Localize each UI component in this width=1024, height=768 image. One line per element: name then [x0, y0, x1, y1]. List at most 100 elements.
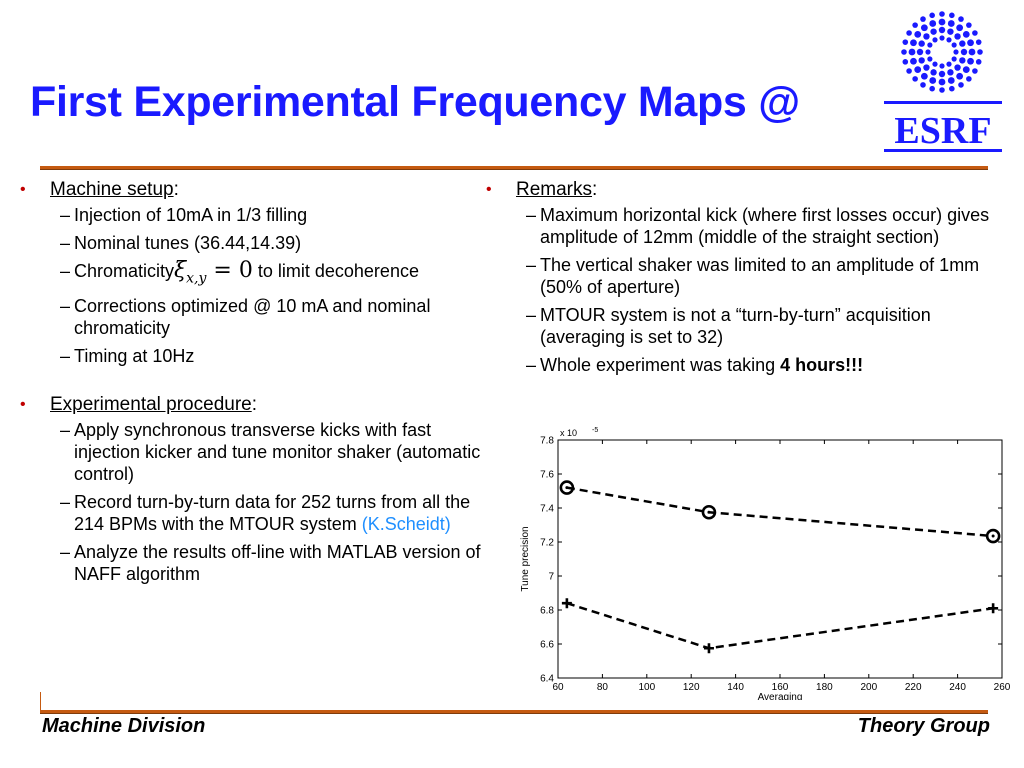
logo-dot — [902, 39, 909, 45]
y-tick-label: 7.6 — [540, 470, 554, 481]
machine-setup-list: – Injection of 10mA in 1/3 filling – Nomin… — [20, 204, 482, 367]
logo-dot — [929, 12, 935, 19]
citation-link[interactable]: (K.Scheidt) — [361, 514, 451, 535]
logo-dot — [906, 30, 912, 36]
logo-dot — [923, 33, 930, 40]
x-tick-label: 80 — [597, 682, 609, 693]
logo-dot — [972, 68, 978, 74]
bullet-dot: • — [20, 396, 26, 414]
heading-colon: : — [592, 179, 598, 200]
left-column: • Machine setup: – Injection of 10mA in 1… — [20, 178, 482, 591]
y-tick-label: 6.6 — [540, 640, 554, 651]
list-item: – Record turn-by-turn data for 252 turns … — [60, 492, 471, 535]
logo-dot — [946, 61, 952, 67]
logo-dot — [972, 30, 978, 36]
data-point-circle — [559, 480, 575, 495]
logo-dot — [910, 39, 917, 47]
logo-dot — [956, 72, 964, 80]
logo-dot — [923, 64, 930, 71]
logo-dot — [938, 18, 946, 26]
logo-dot — [912, 22, 918, 28]
right-column: • Remarks: – Maximum horizontal kick (whe… — [486, 178, 1014, 382]
logo-dot — [939, 87, 945, 93]
plot-frame — [557, 439, 1003, 679]
chromaticity-formula: ξx,y = 0 — [174, 258, 253, 287]
esrf-logo: ESRF — [884, 11, 1002, 152]
remarks-heading: Remarks — [516, 179, 593, 200]
data-point-center — [991, 534, 995, 538]
xi-subscript: x,y — [186, 270, 207, 287]
logo-dot — [962, 66, 970, 74]
list-item: – Maximum horizontal kick (where first lo… — [526, 205, 990, 247]
logo-dot — [912, 76, 918, 82]
item-text: to limit decoherence — [257, 261, 419, 281]
item-text: Whole experiment was taking — [540, 355, 776, 375]
list-item: – Corrections optimized @ 10 mA and nomin… — [60, 296, 431, 339]
logo-dot — [947, 69, 954, 76]
logo-dot — [968, 48, 976, 56]
bottom-divider — [40, 710, 988, 713]
x-tick-label: 120 — [683, 682, 700, 693]
logo-dot — [902, 59, 909, 65]
logo-dot — [929, 85, 935, 92]
logo-dot — [914, 30, 922, 38]
x-tick-label: 200 — [860, 682, 877, 693]
footer-machine-division: Machine Division — [42, 715, 206, 737]
data-point-center — [707, 510, 711, 514]
logo-dot — [947, 20, 955, 27]
heading-colon: : — [251, 394, 257, 416]
logo-dot — [927, 56, 933, 62]
procedure-list: – Apply synchronous transverse kicks with… — [20, 419, 482, 585]
logo-dot — [908, 48, 916, 56]
logo-dot — [920, 82, 926, 88]
logo-dot — [962, 30, 970, 38]
logo-dot — [947, 28, 954, 35]
logo-dot — [906, 68, 912, 74]
logo-dot — [975, 39, 982, 45]
bullet-machine-setup: • Machine setup: — [20, 178, 482, 202]
logo-dot — [939, 63, 945, 69]
x-tick-label: 260 — [994, 682, 1011, 693]
logo-dot — [958, 16, 964, 22]
item-text: Corrections optimized @ 10 mA and nomina… — [74, 296, 431, 339]
data-point-plus — [703, 643, 714, 654]
footer-theory-group: Theory Group — [857, 715, 990, 737]
data-point-center — [565, 486, 569, 490]
logo-dot — [939, 35, 945, 41]
x-tick-label: 60 — [552, 682, 564, 693]
xi-symbol: ξ — [174, 258, 187, 283]
emphasis-text: 4 hours!!! — [780, 355, 864, 375]
series-line-0 — [566, 486, 994, 538]
y-tick-label: 7.4 — [540, 504, 554, 515]
x-axis-label: Averaging — [758, 692, 803, 700]
logo-dot — [901, 49, 907, 55]
x-tick-label: 140 — [727, 682, 744, 693]
logo-dot — [951, 42, 957, 48]
logo-dot — [951, 56, 957, 62]
logo-dot — [966, 76, 972, 82]
item-text: Chromaticity — [74, 261, 175, 281]
procedure-heading: Experimental procedure — [50, 394, 252, 416]
data-point-plus — [561, 598, 572, 609]
x-tick-label: 160 — [772, 682, 789, 693]
logo-dot — [959, 40, 966, 47]
xi-relation: = 0 — [213, 258, 253, 283]
item-text: Maximum horizontal kick (where first los… — [540, 205, 990, 247]
logo-dot — [920, 72, 928, 80]
y-tick-label: 6.4 — [540, 674, 554, 685]
logo-dot — [949, 12, 955, 19]
item-text: Record turn-by-turn data for 252 turns f… — [74, 492, 471, 535]
logo-dot — [930, 28, 937, 35]
data-point-plus — [988, 603, 999, 614]
y-multiplier: x 10 — [560, 428, 577, 438]
item-text: MTOUR system is not a “turn-by-turn” acq… — [540, 305, 931, 347]
logo-dot — [956, 24, 964, 32]
y-tick-label: 7 — [548, 572, 554, 583]
list-item: – Injection of 10mA in 1/3 filling — [60, 205, 308, 225]
logo-dot — [947, 77, 955, 84]
logo-dot — [975, 59, 982, 65]
x-tick-label: 100 — [638, 682, 655, 693]
footer-marker — [40, 692, 41, 712]
logo-dot — [960, 48, 968, 56]
logo-dot — [939, 11, 945, 17]
